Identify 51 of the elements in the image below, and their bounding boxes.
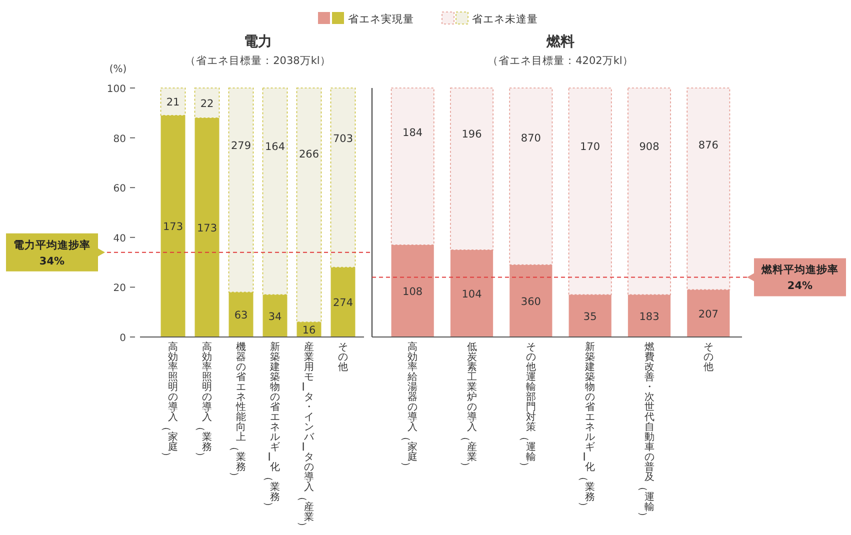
y-tick-label: 20	[113, 283, 126, 294]
annotation: 184	[402, 126, 423, 139]
legend-label: 省エネ未達量	[472, 12, 538, 26]
category-label: 機器の省エネ性能向上（業務）	[228, 342, 246, 482]
annotation: 703	[332, 133, 354, 146]
annotation: 266	[298, 148, 320, 161]
annotation: 34	[268, 310, 282, 323]
y-tick-label: 80	[113, 134, 126, 145]
y-tick-label: 40	[113, 233, 126, 244]
category-label: 高効率給湯器の導入（家庭）	[400, 342, 418, 472]
annotation: 164	[264, 140, 286, 153]
annotation: 108	[402, 286, 423, 298]
annotation: 22	[200, 98, 214, 110]
annotation: 876	[698, 139, 719, 152]
y-tick-label: 100	[106, 84, 126, 95]
category-label: 新築建築物の省エネルギー化（業務）	[262, 342, 280, 512]
annotation: 170	[580, 140, 600, 153]
y-axis-title: (%)	[109, 64, 127, 75]
category-label: 新築建築物の省エネルギー化（業務）	[578, 342, 596, 512]
annotation: 908	[639, 140, 660, 153]
annotation: 870	[520, 132, 541, 144]
annotation: 104	[462, 288, 482, 300]
chart-subtitle: （省エネ目標量：2038万kl）	[185, 54, 331, 67]
chart-title: 燃料	[546, 34, 574, 50]
legend-label: 省エネ実現量	[348, 12, 414, 26]
x-tick-label: その他	[338, 342, 348, 373]
annotation: 173	[196, 222, 218, 234]
annotation: 183	[639, 310, 660, 323]
category-label: その他運輸部門対策（運輸）	[518, 342, 536, 472]
category-label: 低炭素工業炉の導入（産業）	[459, 342, 477, 472]
annotation: 16	[302, 324, 316, 337]
category-label: 高効率照明の導入（業務）	[194, 342, 212, 462]
annotation: 35	[583, 310, 597, 323]
annotation: 279	[230, 140, 252, 152]
annotation: 63	[234, 310, 248, 322]
chart-subtitle: （省エネ目標量：4202万kl）	[488, 54, 634, 67]
annotation: 360	[520, 296, 541, 308]
annotation: 207	[698, 308, 718, 320]
category-label: 燃費改善・次世代自動車の普及（運輸）	[636, 342, 654, 522]
annotation: 196	[462, 128, 482, 140]
chart-title: 電力	[244, 34, 272, 50]
x-tick-label: その他	[703, 342, 714, 373]
y-tick-label: 0	[120, 333, 126, 344]
ref-line-label: 燃料平均進捗率 24%	[760, 263, 838, 292]
category-label: 高効率照明の導入（家庭）	[160, 342, 178, 462]
y-tick-label: 60	[113, 184, 126, 195]
ref-line-label: 電力平均進捗率 34%	[14, 238, 90, 268]
category-label: 産業用モータ・インバータの導入（産業）	[296, 342, 314, 532]
annotation: 21	[166, 96, 180, 109]
annotation: 274	[332, 297, 354, 310]
annotation: 173	[162, 221, 184, 234]
